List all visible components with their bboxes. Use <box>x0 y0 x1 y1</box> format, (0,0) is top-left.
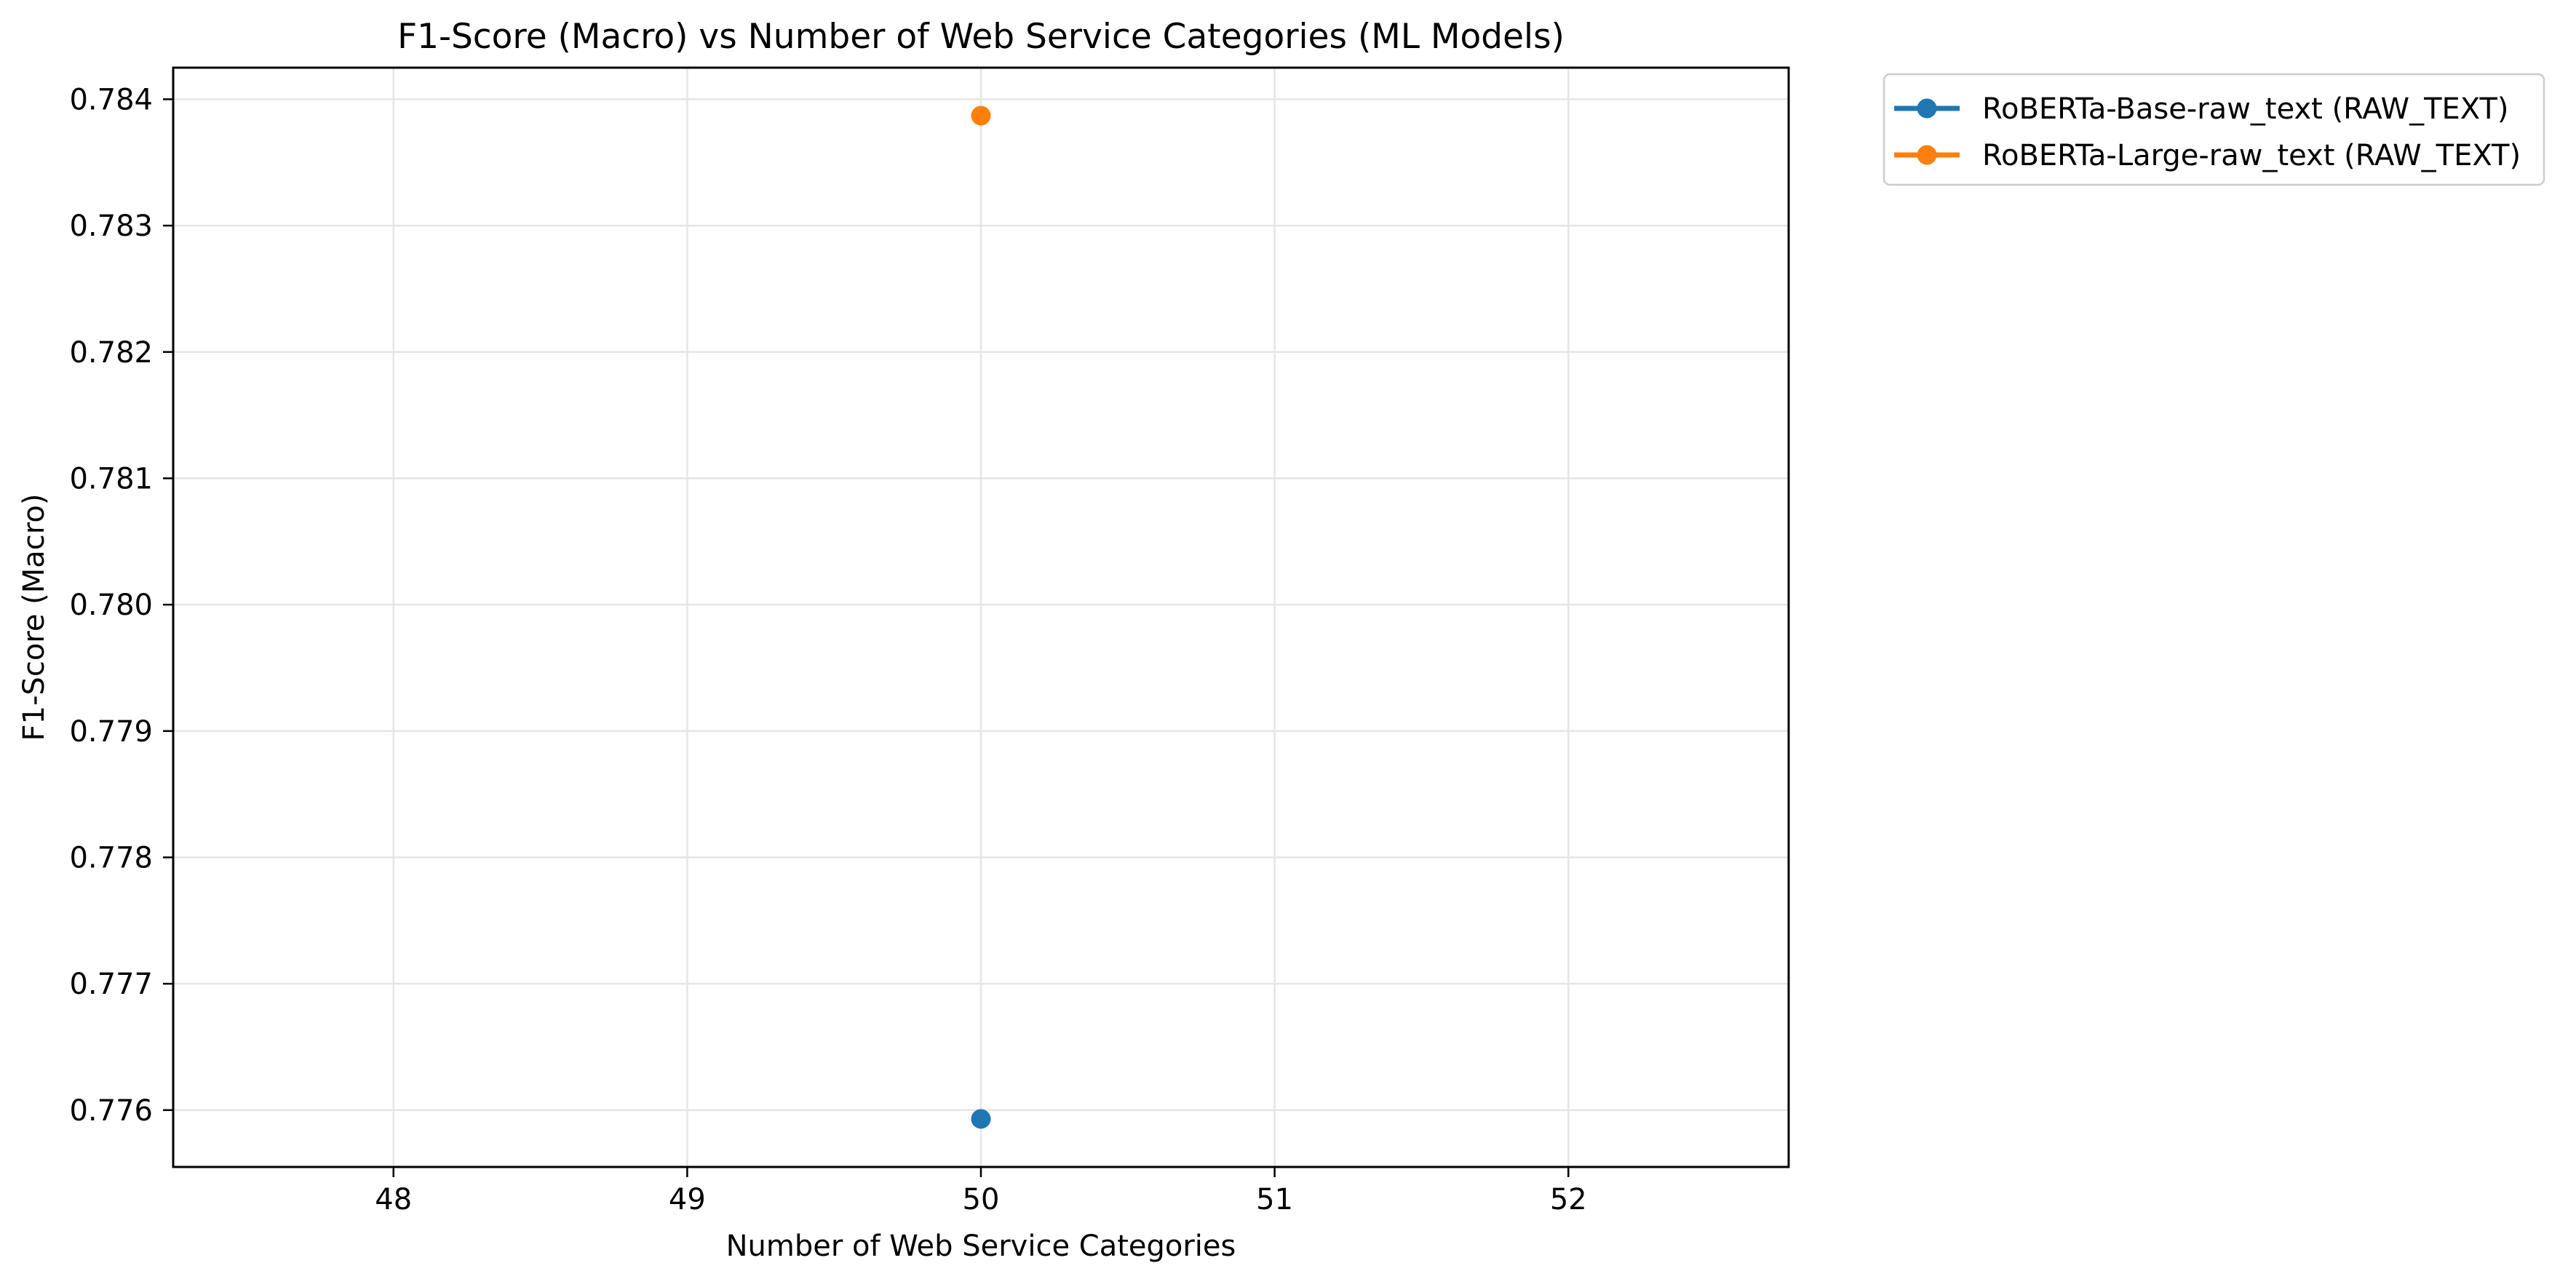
x-axis-ticks: 48 49 50 51 52 <box>375 1167 1587 1216</box>
y-tick-label: 0.782 <box>69 336 153 370</box>
x-tick-label: 51 <box>1256 1183 1293 1216</box>
legend-marker <box>1917 98 1937 119</box>
data-point <box>971 1109 991 1129</box>
data-points <box>971 105 991 1129</box>
x-tick-label: 48 <box>375 1183 412 1216</box>
legend-marker <box>1917 145 1937 165</box>
y-tick-label: 0.779 <box>69 715 153 749</box>
y-tick-label: 0.777 <box>69 968 153 1001</box>
x-tick-label: 50 <box>963 1183 1000 1216</box>
chart-title: F1-Score (Macro) vs Number of Web Servic… <box>397 17 1565 57</box>
y-tick-label: 0.784 <box>69 83 153 116</box>
y-tick-label: 0.778 <box>69 841 153 874</box>
y-tick-label: 0.783 <box>69 210 153 243</box>
y-tick-label: 0.781 <box>69 462 153 495</box>
legend-label: RoBERTa-Base-raw_text (RAW_TEXT) <box>1982 92 2509 126</box>
x-axis-label: Number of Web Service Categories <box>726 1230 1236 1263</box>
legend-label: RoBERTa-Large-raw_text (RAW_TEXT) <box>1982 139 2521 172</box>
legend-entry: RoBERTa-Large-raw_text (RAW_TEXT) <box>1894 139 2521 172</box>
data-point <box>971 105 991 126</box>
y-axis-ticks: 0.776 0.777 0.778 0.779 0.780 0.781 0.782 0.783… <box>69 83 173 1128</box>
legend-entry: RoBERTa-Base-raw_text (RAW_TEXT) <box>1894 92 2509 126</box>
legend-entries: RoBERTa-Base-raw_text (RAW_TEXT) RoBERTa-… <box>1894 92 2521 172</box>
legend: RoBERTa-Base-raw_text (RAW_TEXT) RoBERTa-… <box>1883 73 2545 186</box>
y-tick-label: 0.780 <box>69 589 153 622</box>
y-axis-label: F1-Score (Macro) <box>17 494 51 741</box>
y-tick-label: 0.776 <box>69 1094 153 1128</box>
plot-area-frame <box>172 66 1790 1168</box>
x-tick-label: 49 <box>669 1183 706 1216</box>
legend-box <box>1883 73 2545 186</box>
x-tick-label: 52 <box>1550 1183 1587 1216</box>
